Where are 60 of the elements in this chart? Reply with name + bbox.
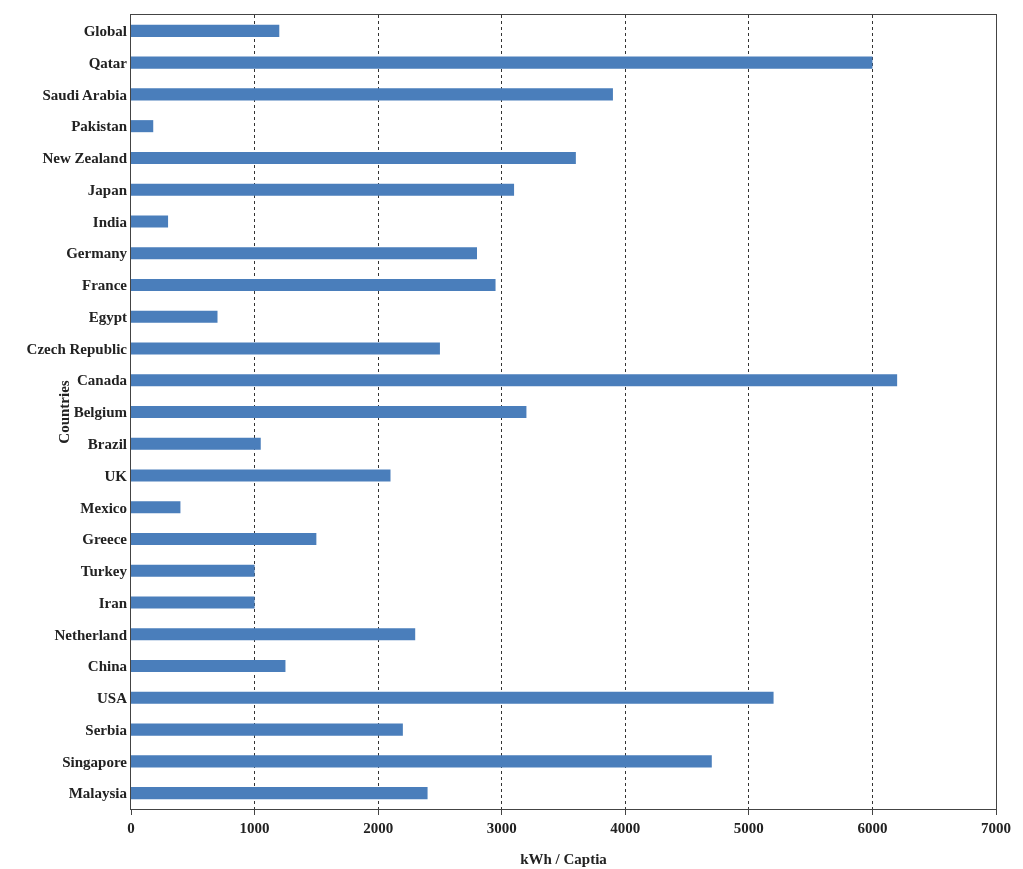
- y-tick-label: Belgium: [73, 404, 128, 421]
- x-tick-label: 0: [127, 820, 135, 836]
- x-tick-label: 3000: [486, 820, 517, 836]
- bar: [131, 596, 255, 609]
- bar: [131, 501, 181, 514]
- x-tick-label: 1000: [239, 820, 270, 836]
- bar: [131, 183, 515, 196]
- bar: [131, 120, 154, 133]
- bar: [131, 628, 416, 641]
- bar: [131, 405, 527, 419]
- y-tick-label: Saudi Arabia: [42, 86, 128, 103]
- x-tick-label: 7000: [981, 820, 1011, 836]
- y-tick-label: Qatar: [88, 54, 128, 71]
- y-tick-label: Iran: [98, 594, 128, 611]
- bar: [131, 342, 440, 355]
- bar: [131, 374, 898, 387]
- y-axis-title: Countries: [55, 380, 72, 444]
- bar: [131, 660, 286, 673]
- bar: [131, 88, 613, 101]
- bar: [131, 247, 477, 260]
- y-tick-label: Global: [83, 23, 127, 40]
- y-tick-label: Turkey: [80, 563, 128, 580]
- bar: [131, 24, 280, 37]
- x-tick-label: 6000: [857, 820, 888, 836]
- bar: [131, 278, 496, 291]
- bar: [131, 469, 391, 482]
- x-tick-label: 2000: [363, 820, 394, 836]
- y-tick-label: France: [82, 277, 128, 294]
- y-tick-label: Singapore: [62, 753, 128, 770]
- bar: [131, 56, 873, 69]
- bar: [131, 533, 317, 546]
- y-tick-label: India: [92, 213, 128, 230]
- y-tick-label: New Zealand: [42, 150, 128, 167]
- bar: [131, 437, 261, 450]
- x-tick-label: 5000: [733, 820, 764, 836]
- bar: [131, 215, 169, 228]
- bar: [131, 310, 218, 323]
- bar: [131, 151, 576, 164]
- y-tick-label: USA: [96, 690, 128, 707]
- y-tick-label: Germany: [66, 245, 128, 262]
- bar: [131, 723, 403, 736]
- y-tick-label: Netherland: [54, 626, 128, 643]
- bar: [131, 691, 774, 704]
- bar: [131, 787, 428, 800]
- x-tick-label: 4000: [610, 820, 641, 836]
- y-tick-label: Malaysia: [68, 785, 128, 802]
- y-tick-label: Mexico: [80, 499, 127, 516]
- y-tick-label: Czech Republic: [26, 340, 128, 357]
- bar: [131, 564, 255, 577]
- y-tick-label: Serbia: [85, 721, 128, 738]
- bar: [131, 755, 712, 768]
- y-tick-label: UK: [104, 467, 128, 484]
- x-axis-title: kWh / Captia: [520, 851, 608, 867]
- y-tick-label: China: [87, 658, 128, 675]
- y-tick-label: Brazil: [87, 436, 127, 453]
- y-tick-label: Japan: [87, 181, 128, 198]
- y-tick-label: Pakistan: [71, 118, 128, 135]
- y-tick-label: Canada: [76, 372, 128, 389]
- y-tick-label: Greece: [82, 531, 128, 548]
- y-tick-label: Egypt: [88, 308, 127, 325]
